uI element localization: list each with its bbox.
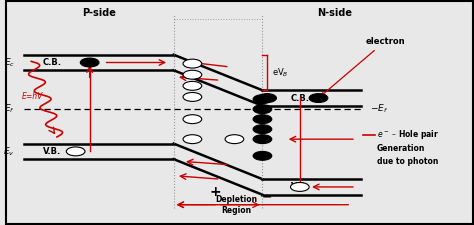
Circle shape: [183, 115, 202, 124]
Circle shape: [253, 105, 272, 114]
Text: $E_v$: $E_v$: [3, 145, 15, 158]
Text: E=hV: E=hV: [22, 92, 43, 101]
Circle shape: [183, 70, 202, 79]
Circle shape: [80, 58, 99, 67]
Circle shape: [225, 135, 244, 144]
Text: V.B.: V.B.: [291, 182, 309, 191]
Text: $E_c$: $E_c$: [4, 56, 15, 69]
Text: due to photon: due to photon: [377, 157, 438, 166]
Circle shape: [183, 135, 202, 144]
Text: −: −: [262, 190, 273, 203]
Circle shape: [253, 151, 272, 160]
Text: electron: electron: [322, 37, 405, 95]
Text: V.B.: V.B.: [43, 147, 61, 156]
Text: $-E_f$: $-E_f$: [370, 103, 388, 115]
Text: Depletion
Region: Depletion Region: [216, 195, 258, 215]
Text: N-side: N-side: [317, 7, 352, 18]
Text: Generation: Generation: [377, 144, 425, 153]
Text: eV$_B$: eV$_B$: [272, 66, 288, 79]
Text: $e^-$ – Hole pair: $e^-$ – Hole pair: [377, 128, 439, 141]
Text: +: +: [210, 185, 221, 200]
Circle shape: [183, 92, 202, 101]
Circle shape: [258, 94, 276, 103]
Text: C.B.: C.B.: [291, 94, 310, 103]
Circle shape: [183, 59, 202, 68]
Text: $E_f$: $E_f$: [4, 103, 15, 115]
Circle shape: [253, 95, 272, 104]
Circle shape: [253, 135, 272, 144]
Circle shape: [183, 81, 202, 90]
Text: P-side: P-side: [82, 7, 116, 18]
Text: C.B.: C.B.: [43, 58, 62, 67]
Circle shape: [66, 147, 85, 156]
Circle shape: [309, 94, 328, 103]
Circle shape: [253, 125, 272, 134]
Circle shape: [291, 182, 309, 191]
Circle shape: [253, 115, 272, 124]
